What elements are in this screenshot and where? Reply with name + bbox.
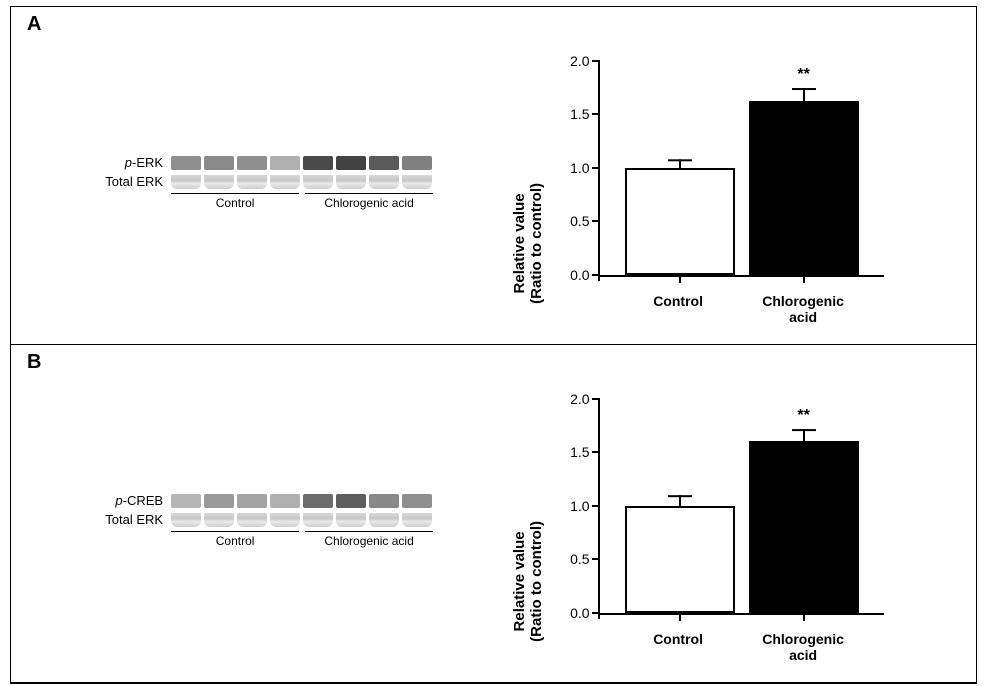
blot-label-pCREB: p-CREB <box>77 493 163 508</box>
lane <box>402 494 432 508</box>
blot-label-total-a: Total ERK <box>77 174 163 189</box>
plot-area-b: ** 0.00.51.01.52.0 <box>598 399 884 615</box>
bar-chart-b: Relative value (Ratio to control) <box>534 381 894 661</box>
x-axis-labels-b: Control Chlorogenic acid <box>598 631 884 663</box>
bar-treat-a: ** <box>749 61 859 275</box>
lane <box>270 494 300 508</box>
lane <box>303 156 333 170</box>
bar-control-a <box>625 61 735 275</box>
lane <box>402 513 432 527</box>
y-axis-title-a: Relative value (Ratio to control) <box>511 183 545 304</box>
blot-group-control-b: Control <box>171 531 299 548</box>
lane <box>336 175 366 189</box>
bar: ** <box>749 441 859 612</box>
lane <box>204 494 234 508</box>
plot-area-a: ** 0.00.51.01.52.0 <box>598 61 884 277</box>
significance-mark: ** <box>797 407 809 425</box>
blot-lanes-total-b <box>171 513 432 527</box>
lane <box>369 175 399 189</box>
bar-chart-a: Relative value (Ratio to control) <box>534 43 894 323</box>
lane <box>270 513 300 527</box>
lane <box>237 175 267 189</box>
western-blot-a: p-ERK <box>35 155 475 210</box>
lane <box>369 513 399 527</box>
bar <box>625 168 735 275</box>
x-axis-labels-a: Control Chlorogenic acid <box>598 293 884 325</box>
blot-lanes-p-b <box>171 494 432 508</box>
blot-group-control-a: Control <box>171 193 299 210</box>
lane <box>336 513 366 527</box>
bar: ** <box>749 101 859 274</box>
western-blot-b: p-CREB <box>35 493 475 548</box>
panel-b: B p-CREB <box>11 345 976 683</box>
lane <box>204 513 234 527</box>
lane <box>270 175 300 189</box>
bar-treat-b: ** <box>749 399 859 613</box>
lane <box>204 156 234 170</box>
lane <box>171 156 201 170</box>
blot-label-total-b: Total ERK <box>77 512 163 527</box>
lane <box>402 156 432 170</box>
blot-lanes-total-a <box>171 175 432 189</box>
figure-frame: A p-ERK <box>10 6 977 684</box>
lane <box>171 175 201 189</box>
bar <box>625 506 735 613</box>
lane <box>336 156 366 170</box>
blot-lanes-p-a <box>171 156 432 170</box>
lane <box>369 494 399 508</box>
lane <box>303 175 333 189</box>
lane <box>369 156 399 170</box>
lane <box>336 494 366 508</box>
lane <box>303 513 333 527</box>
lane <box>237 494 267 508</box>
y-axis-title-b: Relative value (Ratio to control) <box>511 521 545 642</box>
significance-mark: ** <box>797 66 809 84</box>
panel-a: A p-ERK <box>11 7 976 345</box>
bar-control-b <box>625 399 735 613</box>
blot-group-treat-b: Chlorogenic acid <box>305 531 433 548</box>
blot-label-pERK: p-ERK <box>77 155 163 170</box>
lane <box>270 156 300 170</box>
lane <box>237 156 267 170</box>
lane <box>171 513 201 527</box>
lane <box>303 494 333 508</box>
lane <box>237 513 267 527</box>
lane <box>204 175 234 189</box>
lane <box>171 494 201 508</box>
blot-group-treat-a: Chlorogenic acid <box>305 193 433 210</box>
lane <box>402 175 432 189</box>
